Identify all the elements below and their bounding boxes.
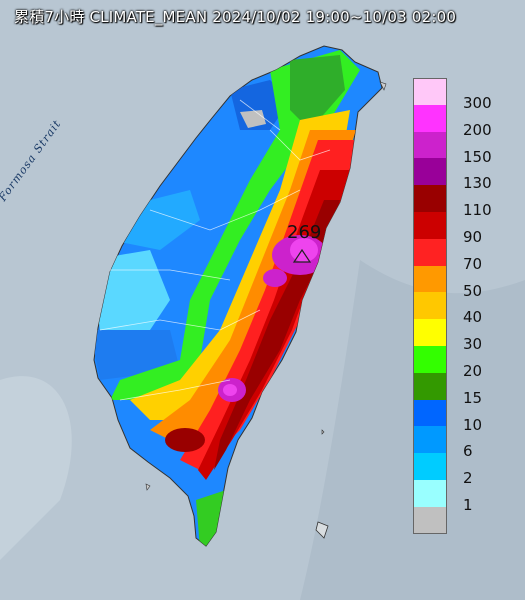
legend-label: 30 [463,335,483,354]
islet-lanyu [315,521,329,539]
legend-label: 1 [463,495,473,514]
legend-row: 90 [413,211,507,246]
legend-label: 15 [463,388,483,407]
legend-label: 200 [463,120,492,139]
legend-label: 110 [463,201,492,220]
legend-row: 70 [413,238,507,273]
legend-row: 15 [413,372,507,407]
legend-label: 300 [463,94,492,112]
legend-row: 150 [413,131,507,166]
islet-guishan [379,81,387,91]
legend-row [413,506,507,534]
legend-row: 30 [413,319,507,353]
legend-row: 10 [413,399,507,434]
legend-row: 1 [413,479,507,514]
legend-label: 40 [463,308,483,327]
legend-swatch [413,158,447,186]
legend-swatch [413,185,447,212]
legend-swatch [413,292,447,320]
legend-swatch [413,426,447,454]
legend-swatch [413,479,447,507]
rainfall-zones [94,50,360,546]
zone-6mm [110,190,200,250]
legend-swatch [413,265,447,293]
peak-value-label: 269 [287,222,322,243]
legend-swatch [413,506,447,534]
legend-row: 200 [413,104,507,139]
legend-row: 50 [413,265,507,300]
legend-label: 70 [463,254,483,273]
zone-200mm-south [223,384,237,396]
legend-swatch [413,238,447,266]
legend-swatch [413,211,447,239]
legend-row: 2 [413,453,507,487]
legend-swatch [413,453,447,480]
legend-row: 300 [413,78,507,112]
legend-row: 110 [413,185,507,219]
legend-row: 20 [413,345,507,380]
legend-swatch [413,131,447,159]
color-legend: 300 200 150 130 110 90 70 50 40 30 20 15 10 6 2 1 [413,78,507,534]
legend-swatch [413,345,447,373]
legend-label: 90 [463,227,483,246]
map-title: 累積7小時 CLIMATE_MEAN 2024/10/02 19:00~10/0… [14,8,457,26]
islet-green-island [321,429,325,435]
peak-marker-icon [292,248,312,263]
sea-shade-east [300,260,525,600]
islet-liuqiu [145,483,151,491]
legend-row: 40 [413,292,507,326]
legend-swatch [413,319,447,346]
legend-label: 6 [463,442,473,461]
legend-swatch [413,78,447,105]
zone-150mm-mid [263,269,287,287]
legend-label: 50 [463,281,483,300]
legend-label: 130 [463,174,492,193]
county-boundaries [99,99,331,401]
legend-row: 130 [413,158,507,192]
legend-swatch [413,372,447,400]
legend-swatch [413,104,447,132]
zone-110mm-sw [165,428,205,452]
legend-label: 2 [463,469,473,488]
sea-shade [0,376,72,560]
legend-label: 20 [463,361,483,380]
legend-label: 150 [463,147,492,166]
legend-row: 6 [413,426,507,460]
legend-label: 10 [463,415,483,434]
legend-swatch [413,399,447,427]
zone-200mm-north [290,238,318,262]
zone-15mm [290,55,345,130]
